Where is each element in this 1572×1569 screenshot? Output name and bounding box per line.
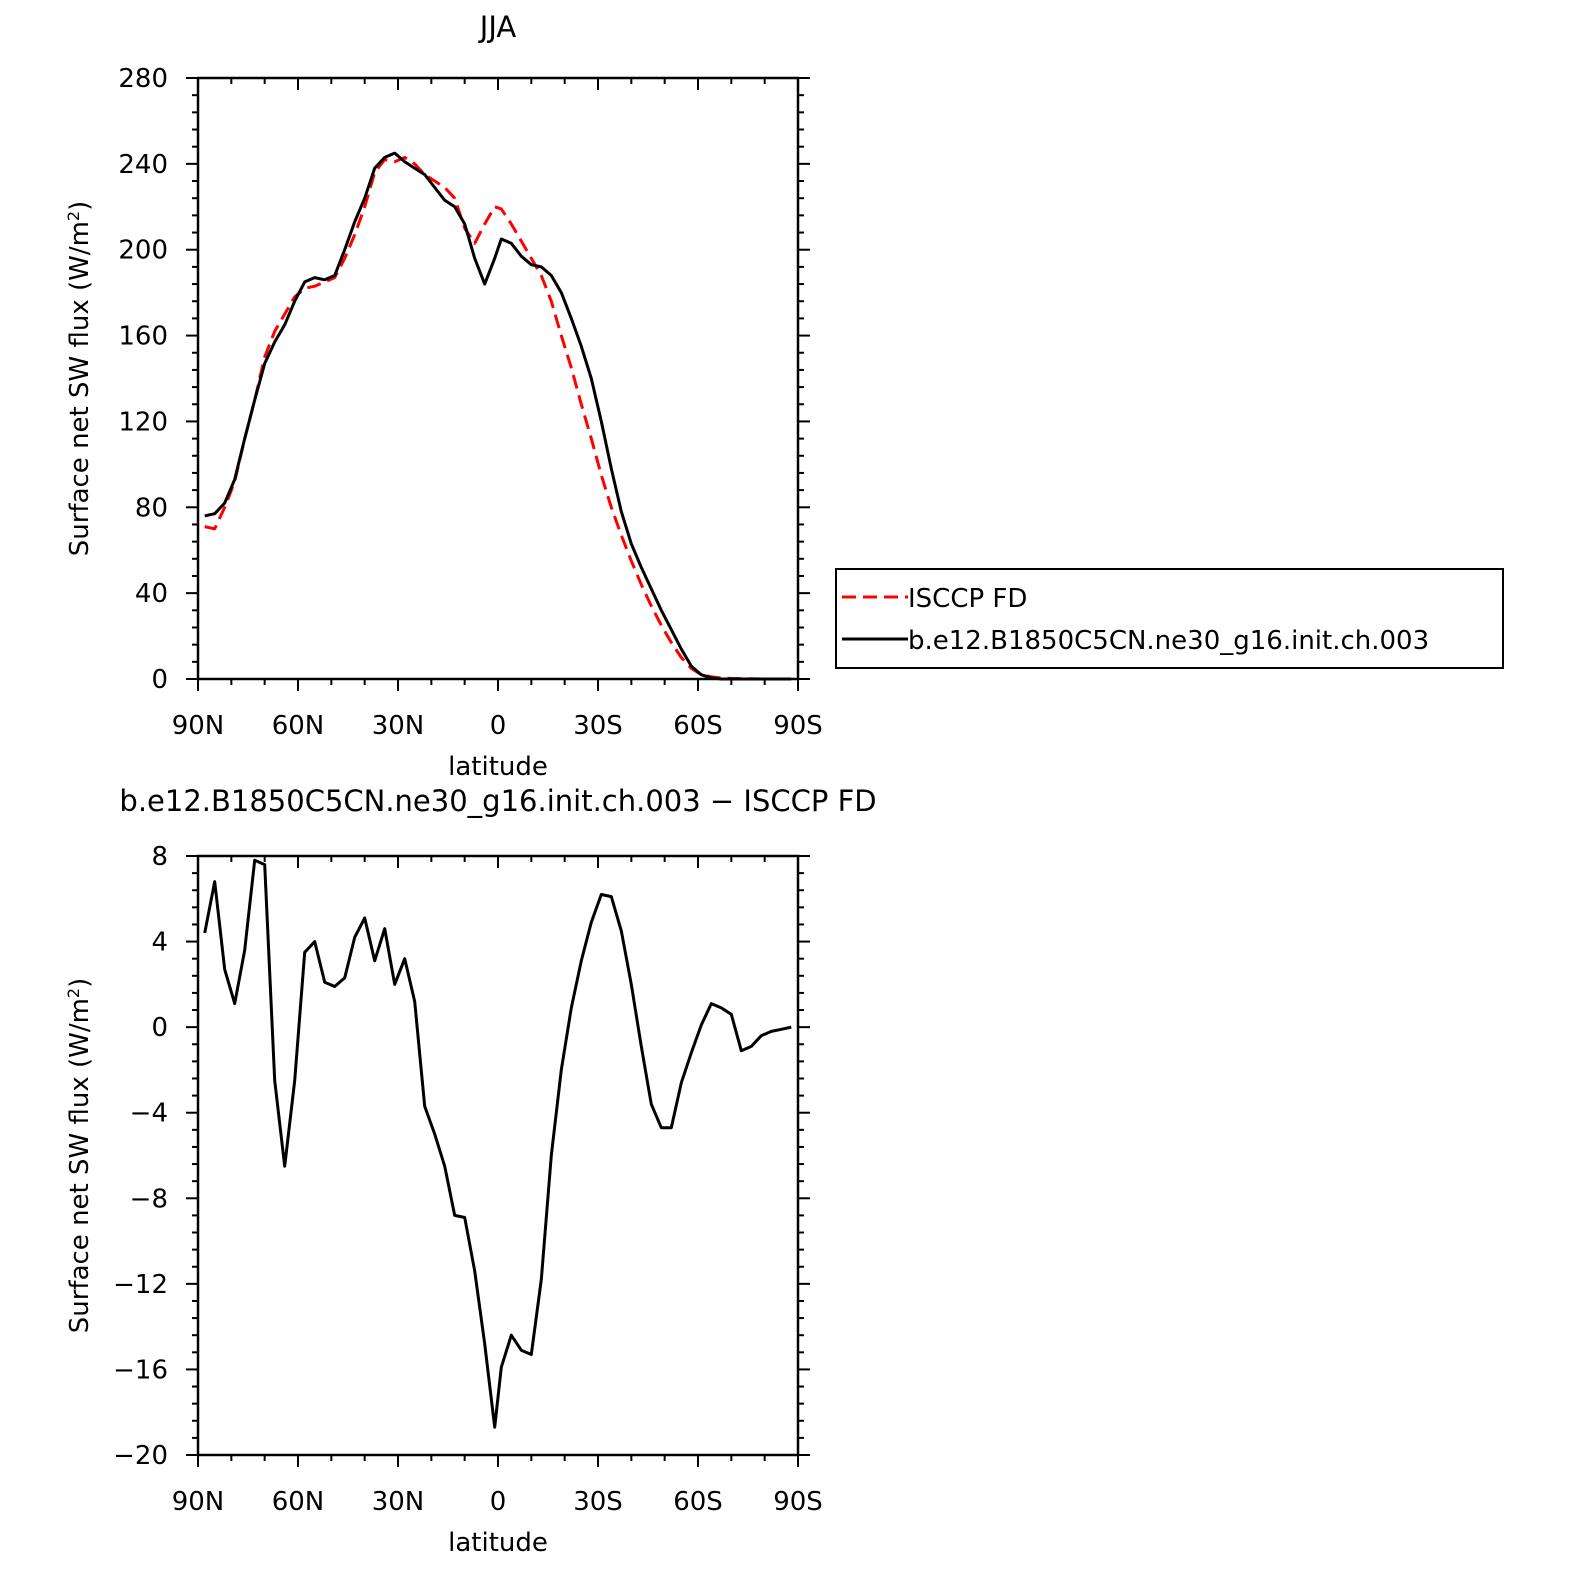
plot-frame bbox=[196, 854, 800, 1457]
x-axis-label: latitude bbox=[448, 752, 548, 782]
plot-frame bbox=[196, 76, 800, 681]
y-tick-label: 40 bbox=[135, 579, 168, 609]
y-tick-label: 160 bbox=[118, 322, 168, 352]
y-axis-label: Surface net SW flux (W/m2) bbox=[64, 201, 96, 557]
legend-label-1: ISCCP FD bbox=[908, 584, 1027, 614]
series-line-1 bbox=[204, 155, 792, 681]
series-line-1 bbox=[203, 858, 792, 1429]
x-tick-label: 60N bbox=[272, 1487, 325, 1517]
x-tick-label: 30S bbox=[573, 1487, 623, 1517]
x-tick-label: 30N bbox=[372, 1487, 425, 1517]
y-tick-label: 0 bbox=[151, 665, 168, 695]
y-axis-label: Surface net SW flux (W/m2) bbox=[64, 978, 96, 1334]
series-line-2 bbox=[204, 151, 792, 681]
x-tick-label: 90N bbox=[172, 1487, 225, 1517]
y-tick-label: −12 bbox=[113, 1270, 168, 1300]
x-axis-label: latitude bbox=[448, 1528, 548, 1558]
x-tick-label: 60S bbox=[673, 711, 723, 741]
y-tick-label: 4 bbox=[151, 928, 168, 958]
legend-label-2: b.e12.B1850C5CN.ne30_g16.init.ch.003 bbox=[908, 626, 1429, 656]
y-tick-label: 240 bbox=[118, 150, 168, 180]
x-tick-label: 90N bbox=[172, 711, 225, 741]
y-axis-label-main: Surface net SW flux (W/m bbox=[65, 221, 95, 556]
y-tick-label: 8 bbox=[151, 842, 168, 872]
x-tick-label: 30S bbox=[573, 711, 623, 741]
y-tick-label: 200 bbox=[118, 236, 168, 266]
y-tick-label: 120 bbox=[118, 407, 168, 437]
panel-2: b.e12.B1850C5CN.ne30_g16.init.ch.003 − I… bbox=[64, 784, 877, 1558]
y-tick-label: 280 bbox=[118, 64, 168, 94]
legend: ISCCP FD b.e12.B1850C5CN.ne30_g16.init.ch… bbox=[835, 568, 1504, 669]
y-tick-label: −8 bbox=[130, 1184, 168, 1214]
panel-1: JJA 90N 60N 30N 0 30S 60S 90S 0 40 80 120 160 200 240 2… bbox=[64, 10, 1504, 782]
x-tick-label: 0 bbox=[490, 1487, 507, 1517]
x-tick-label: 30N bbox=[372, 711, 425, 741]
x-tick-label: 60N bbox=[272, 711, 325, 741]
chart-title: b.e12.B1850C5CN.ne30_g16.init.ch.003 − I… bbox=[119, 784, 876, 818]
x-tick-label: 0 bbox=[490, 711, 507, 741]
y-tick-label: −20 bbox=[113, 1441, 168, 1471]
y-axis-label-tail: ) bbox=[65, 978, 95, 988]
y-axis-label-tail: ) bbox=[65, 201, 95, 211]
y-tick-label: 0 bbox=[151, 1013, 168, 1043]
x-tick-label: 90S bbox=[773, 1487, 823, 1517]
chart-title: JJA bbox=[478, 10, 517, 44]
y-tick-label: −4 bbox=[130, 1099, 168, 1129]
y-tick-label: −16 bbox=[113, 1355, 168, 1385]
x-tick-label: 60S bbox=[673, 1487, 723, 1517]
y-axis-label-sup: 2 bbox=[64, 988, 83, 998]
y-tick-label: 80 bbox=[135, 493, 168, 523]
y-axis-label-sup: 2 bbox=[64, 211, 83, 221]
legend-box bbox=[835, 568, 1504, 669]
x-tick-label: 90S bbox=[773, 711, 823, 741]
y-axis-label-main: Surface net SW flux (W/m bbox=[65, 998, 95, 1333]
